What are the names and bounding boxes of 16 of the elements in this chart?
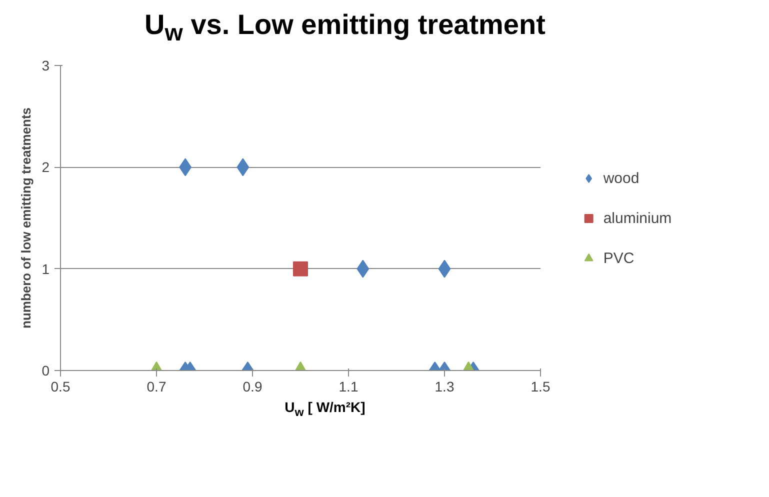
y-axis-title: numbero of low emitting treatments bbox=[18, 107, 34, 329]
x-tick-label: 1.1 bbox=[338, 378, 358, 394]
y-tick-label: 3 bbox=[42, 58, 50, 74]
legend-label: PVC bbox=[603, 250, 634, 266]
x-axis-title: U$_{w}$ [ W/m²K] bbox=[284, 398, 366, 421]
legend-label: wood bbox=[603, 170, 640, 186]
y-tick-label: 2 bbox=[42, 159, 50, 176]
y-tick-label: 1 bbox=[42, 260, 50, 277]
x-tick-label: 0.9 bbox=[242, 378, 262, 394]
legend-label: aluminium bbox=[603, 210, 672, 226]
chart-title: U$_{w}$ vs. Low emitting treatment bbox=[144, 8, 546, 48]
y-tick-label: 0 bbox=[42, 362, 50, 378]
x-tick-label: 1.5 bbox=[530, 378, 550, 394]
x-tick-label: 1.3 bbox=[434, 378, 454, 394]
x-tick-label: 0.7 bbox=[146, 378, 166, 394]
x-tick-label: 0.5 bbox=[50, 378, 70, 394]
